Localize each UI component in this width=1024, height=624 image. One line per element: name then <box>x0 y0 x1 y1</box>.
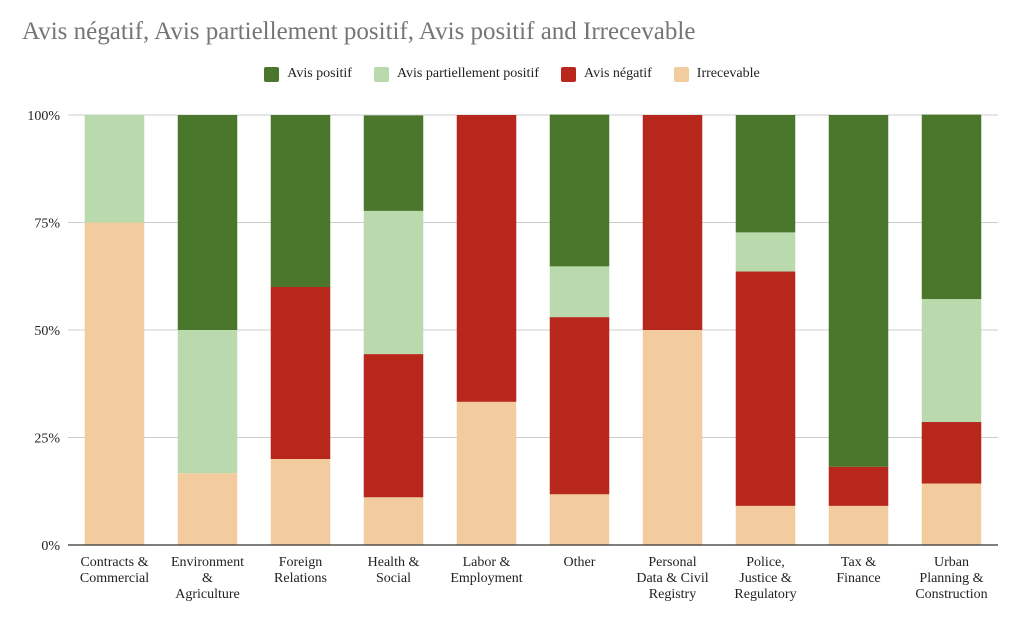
bar-segment <box>642 115 703 330</box>
x-tick-label: Commercial <box>80 571 149 586</box>
bar-segment <box>177 115 238 330</box>
bar-segment <box>549 114 610 267</box>
x-tick-label: Environment <box>171 555 244 570</box>
bar-segment <box>270 287 331 459</box>
bar-segment <box>84 115 145 223</box>
legend-item: Avis négatif <box>561 66 652 82</box>
x-tick-label: Employment <box>450 571 522 586</box>
x-tick-label: Planning & <box>919 571 983 586</box>
legend-swatch <box>373 66 389 82</box>
bar-segment <box>177 330 238 474</box>
bar-segment <box>549 494 610 545</box>
bar-segment <box>456 115 517 402</box>
bar-segment <box>921 114 982 300</box>
bar-segment <box>456 401 517 545</box>
legend-swatch <box>561 66 576 82</box>
bar-segment <box>363 497 424 545</box>
bar-segment <box>363 210 424 355</box>
bar-segment <box>84 222 145 545</box>
x-tick-label: Other <box>564 555 596 570</box>
x-tick-label: Finance <box>836 571 880 586</box>
legend-label: Avis partiellement positif <box>396 66 539 81</box>
chart-legend: Avis positif Avis partiellement positif Av… <box>0 66 1024 82</box>
chart-title: Avis négatif, Avis partiellement positif… <box>22 18 696 45</box>
legend-swatch <box>264 66 280 82</box>
y-tick-label: 0% <box>41 539 60 554</box>
x-tick-label: Police, <box>746 555 785 570</box>
x-tick-label: Construction <box>915 587 987 602</box>
bar-segment <box>735 505 796 545</box>
legend-label: Avis positif <box>287 66 352 81</box>
bar-segment <box>921 299 982 423</box>
bar-segment <box>921 422 982 484</box>
y-tick-label: 75% <box>34 217 60 232</box>
x-tick-label: Regulatory <box>734 587 796 602</box>
x-tick-label: Labor & <box>463 555 511 570</box>
legend-label: Irrecevable <box>696 66 760 81</box>
bar-segment <box>735 232 796 272</box>
x-tick-label: Health & <box>368 555 420 570</box>
x-tick-label: Foreign <box>279 555 323 570</box>
bar-segment <box>828 466 889 506</box>
legend-item: Avis positif <box>264 66 352 82</box>
x-tick-label: Justice & <box>739 571 792 586</box>
x-tick-label: Social <box>376 571 411 586</box>
x-tick-label: Personal <box>648 555 696 570</box>
y-tick-label: 100% <box>27 109 60 124</box>
bar-segment <box>642 330 703 545</box>
x-tick-label: Urban <box>934 555 969 570</box>
bar-segment <box>270 115 331 287</box>
x-tick-label: Agriculture <box>175 587 240 602</box>
bar-segment <box>270 459 331 545</box>
y-tick-label: 50% <box>34 324 60 339</box>
legend-swatch <box>673 66 689 82</box>
bar-segment <box>549 317 610 495</box>
x-tick-label: Relations <box>274 571 327 586</box>
bar-segment <box>363 354 424 498</box>
bar-segment <box>177 473 238 545</box>
legend-label: Avis négatif <box>584 66 652 81</box>
x-tick-label: Contracts & <box>80 555 148 570</box>
x-tick-label: & <box>202 571 213 586</box>
bar-segment <box>735 271 796 506</box>
x-tick-label: Data & Civil <box>636 571 708 586</box>
x-tick-label: Registry <box>649 587 696 602</box>
legend-item: Irrecevable <box>673 66 760 82</box>
bar-segment <box>921 483 982 545</box>
bar-segment <box>828 505 889 545</box>
bar-segment <box>363 115 424 211</box>
bar-segment <box>549 266 610 318</box>
y-tick-label: 25% <box>34 432 60 447</box>
legend-item: Avis partiellement positif <box>373 66 539 82</box>
x-tick-label: Tax & <box>841 555 876 570</box>
bar-segment <box>828 115 889 467</box>
bar-segment <box>735 115 796 233</box>
